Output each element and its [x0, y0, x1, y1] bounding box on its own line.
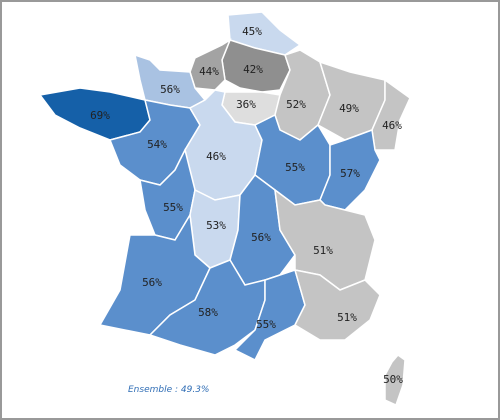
region-label: 36% — [236, 98, 256, 111]
region-label: 42% — [243, 63, 263, 76]
region-label: 58% — [198, 306, 218, 319]
region-label: 50% — [383, 373, 403, 386]
region-label: 53% — [206, 219, 226, 232]
region-label: 46% — [206, 150, 226, 163]
region-label: 54% — [147, 138, 167, 151]
footnote: Ensemble : 49.3% — [128, 385, 209, 395]
region-label: 55% — [285, 161, 305, 174]
region-label: 55% — [256, 318, 276, 331]
region-label: 49% — [339, 102, 359, 115]
region-label: 57% — [340, 167, 360, 180]
labels: 45% 42% 44% 56% 69% 36% 52% 49% 46% 54% 46% 55% 57% 5… — [90, 25, 403, 386]
region — [384, 353, 406, 407]
region-label: 46% — [382, 119, 402, 132]
region-label: 56% — [142, 276, 162, 289]
region-label: 55% — [163, 201, 183, 214]
region — [371, 78, 411, 151]
region-label: 69% — [90, 109, 110, 122]
region-label: 56% — [251, 231, 271, 244]
region — [274, 188, 376, 291]
region-label: 56% — [160, 83, 180, 96]
region-label: 45% — [242, 25, 262, 38]
region — [319, 128, 381, 211]
region-label: 51% — [313, 244, 333, 257]
region-label: 52% — [286, 98, 306, 111]
regions — [38, 11, 411, 407]
region-label: 44% — [199, 65, 219, 78]
region-label: 51% — [337, 311, 357, 324]
region — [293, 269, 381, 341]
